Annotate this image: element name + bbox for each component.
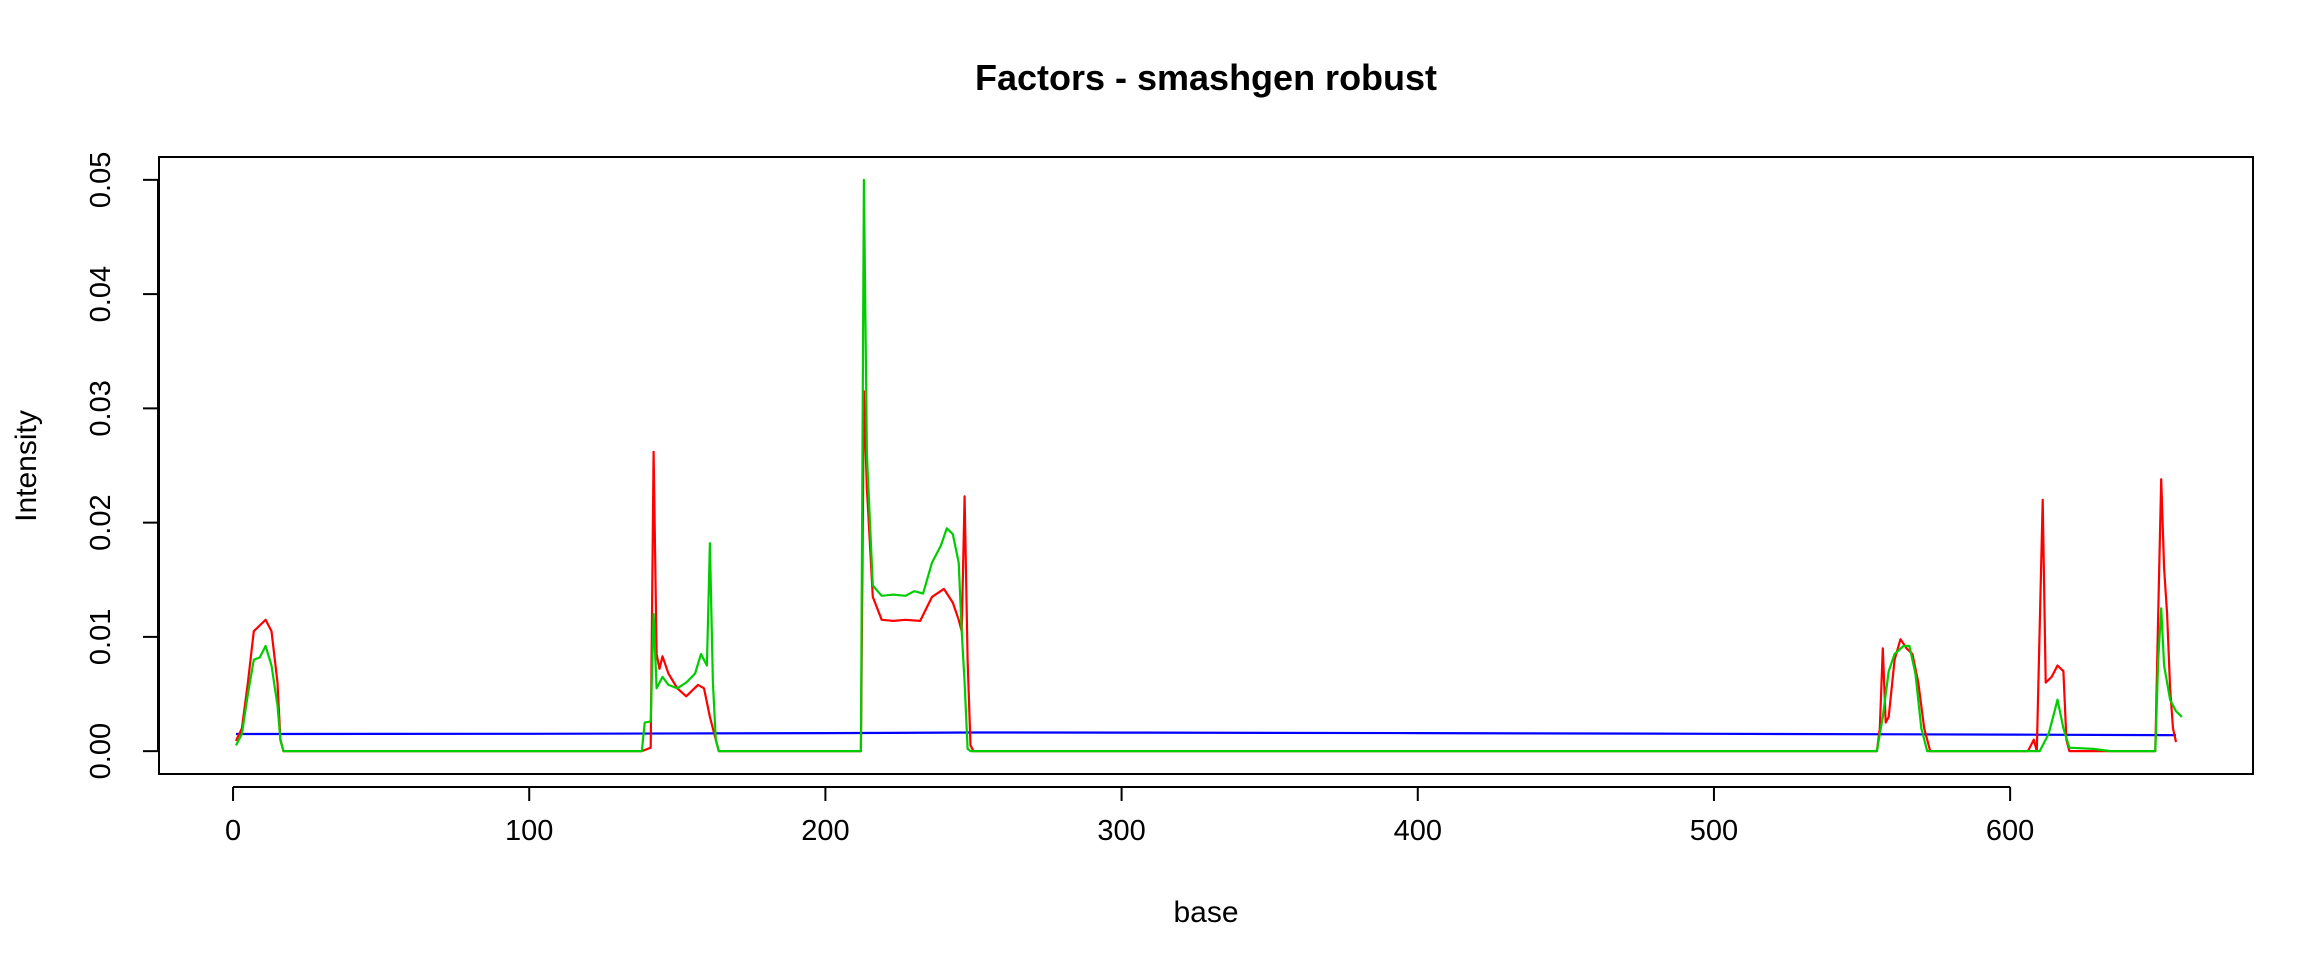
x-tick-label: 400: [1394, 815, 1442, 847]
y-axis-label: Intensity: [10, 410, 43, 522]
x-tick-label: 300: [1097, 815, 1145, 847]
series-line-1: [235, 731, 2177, 737]
x-tick-label: 500: [1690, 815, 1738, 847]
x-tick-label: 100: [505, 815, 553, 847]
series-layer: [235, 178, 2183, 753]
x-tick-label: 0: [225, 815, 241, 847]
plot-frame: [158, 156, 2254, 775]
x-tick-label: 200: [801, 815, 849, 847]
y-tick-label: 0.02: [85, 494, 117, 550]
y-tick-label: 0.01: [85, 609, 117, 665]
x-tick-label: 600: [1986, 815, 2034, 847]
y-axis: 0.00 0.01 0.02 0.03 0.04 0.05: [85, 152, 159, 779]
x-axis-label: base: [1173, 896, 1238, 929]
x-axis: 0 100 200 300 400 500 600: [225, 786, 2034, 847]
series-line-3: [235, 178, 2183, 753]
y-tick-label: 0.04: [85, 266, 117, 322]
chart-title: Factors - smashgen robust: [975, 57, 1437, 98]
y-tick-label: 0.00: [85, 723, 117, 779]
y-tick-label: 0.05: [85, 152, 117, 208]
series-line-2: [235, 390, 2178, 753]
y-tick-label: 0.03: [85, 380, 117, 436]
